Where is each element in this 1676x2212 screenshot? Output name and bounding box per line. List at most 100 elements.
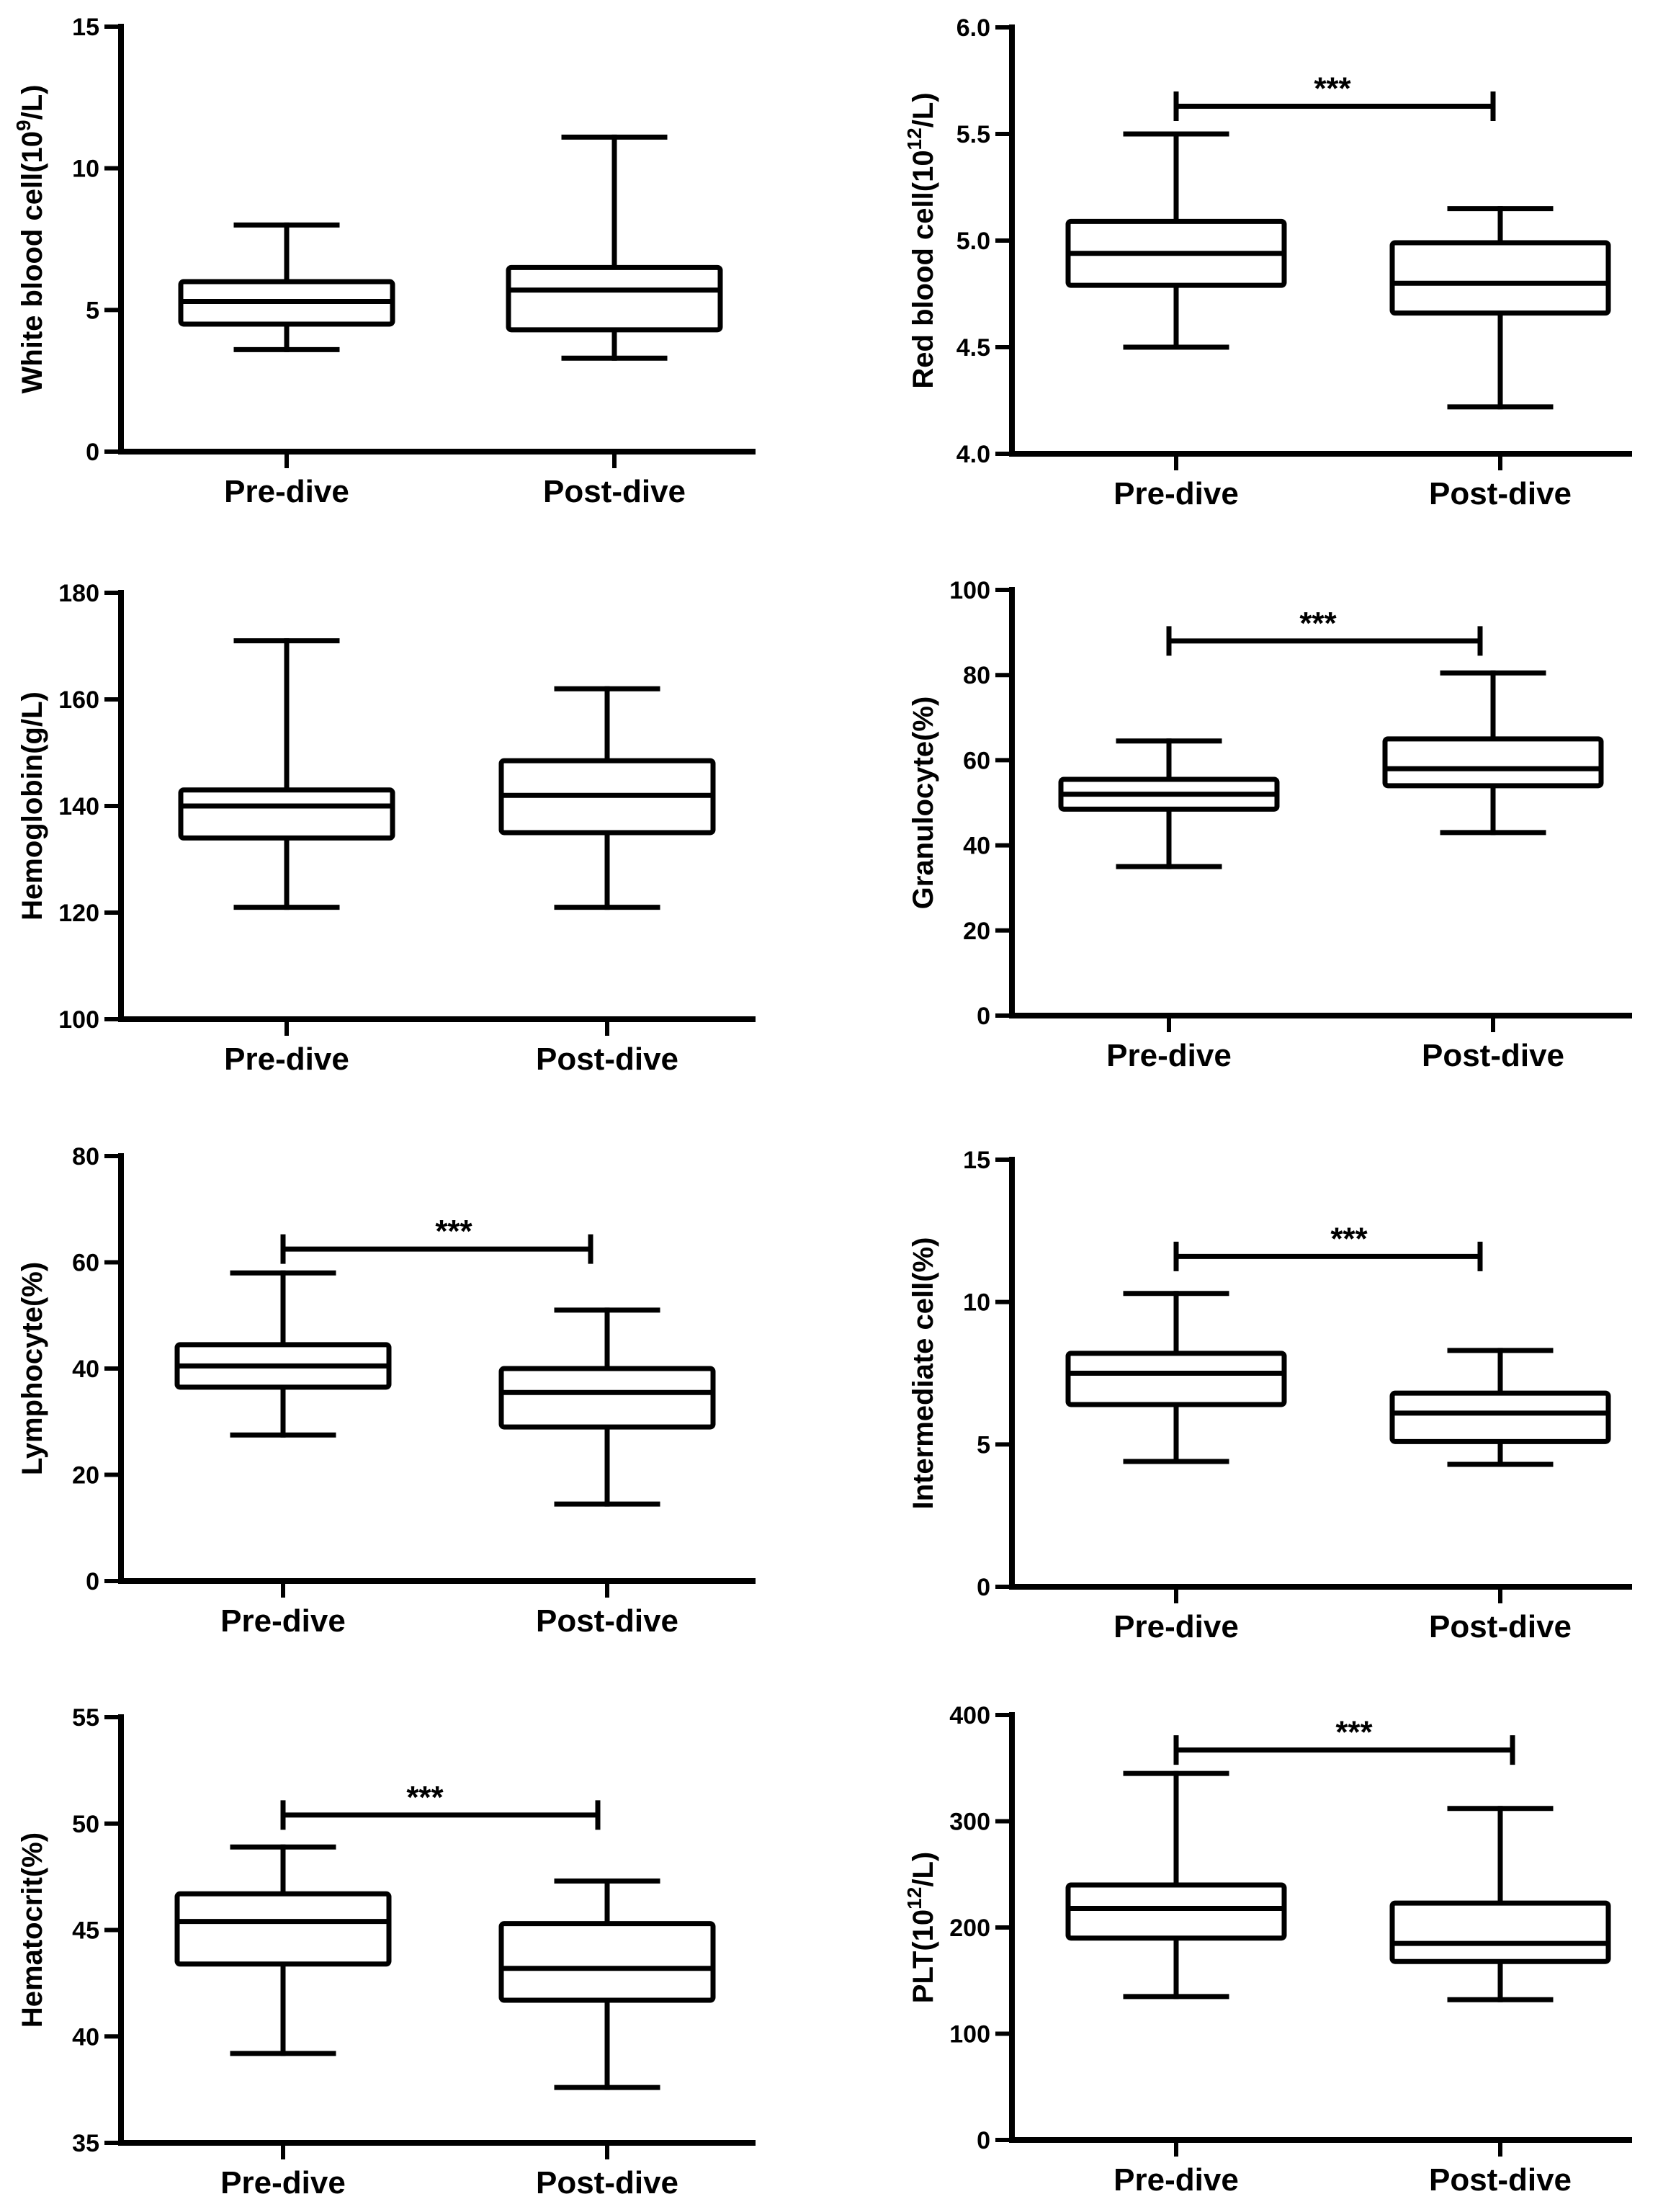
category-label: Post-dive [1429,476,1572,511]
significance-bracket: *** [280,1214,593,1264]
category-label: Post-dive [543,474,686,509]
y-axis-label-main: Intermediate cell(%) [908,1237,939,1510]
y-tick-label: 60 [963,747,990,774]
y-axis-label: Red blood cell(1012/L) [903,92,939,388]
y-tick-label: 80 [72,1143,99,1170]
chart-panel-2: 4.0 4.5 5.0 5.5 6.0 Pre-dive Post-dive Red bloo… [903,14,1632,511]
iqr-box [1065,1351,1287,1407]
significance-bracket: *** [280,1780,601,1830]
chart-panel-4: 0 20 40 60 80 100 Pre-dive Post-dive Granulocyte… [908,577,1632,1073]
significance-bracket: *** [1173,1221,1483,1271]
category-label: Post-dive [536,1603,678,1639]
category-label: Post-dive [1429,1609,1572,1644]
y-tick-label: 0 [86,1568,99,1595]
iqr-box [1389,240,1611,316]
category-label: Post-dive [1429,2162,1572,2198]
significance-bracket: *** [1173,71,1496,122]
y-tick-label: 200 [949,1915,990,1942]
box-plot-post-dive [498,1879,716,2090]
box-plot-post-dive [1382,670,1604,836]
box-plot-pre-dive [1065,131,1287,350]
iqr-box [174,1891,392,1967]
y-tick-label: 5.5 [956,121,990,148]
significance-bracket: *** [1166,606,1483,656]
y-axis-label: PLT(1012/L) [903,1852,939,2003]
y-tick-label: 10 [72,156,99,183]
y-axis-label-main: White blood cell(10 [17,131,48,393]
category-label: Post-dive [536,2165,678,2200]
y-axis-label: Hematocrit(%) [17,1832,48,2028]
significance-label: *** [1299,606,1337,641]
y-tick-label: 55 [72,1704,99,1732]
y-tick-label: 4.5 [956,334,990,362]
y-tick-label: 0 [977,1003,990,1030]
y-axis-label-superscript: 9 [12,120,35,131]
y-tick-label: 35 [72,2130,99,2157]
y-tick-label: 15 [963,1147,990,1174]
y-axis-label-unit: /L) [908,1852,939,1887]
category-label: Pre-dive [1113,1609,1239,1644]
category-label: Pre-dive [1113,2162,1239,2198]
iqr-box [1382,736,1604,789]
y-tick-label: 10 [963,1289,990,1317]
significance-label: *** [1314,71,1351,107]
box-plot-post-dive [1389,1806,1611,2002]
y-axis-label-superscript: 12 [903,1887,926,1909]
significance-label: *** [1335,1715,1373,1750]
y-tick-label: 0 [86,439,99,466]
y-tick-label: 300 [949,1809,990,1836]
category-label: Post-dive [536,1042,678,1077]
iqr-box [178,787,395,841]
y-axis-label: Intermediate cell(%) [908,1237,939,1510]
box-plot-pre-dive [1058,738,1280,869]
box-plot-pre-dive [1065,1291,1287,1464]
category-label: Pre-dive [220,1603,346,1639]
iqr-box [1389,1390,1611,1444]
category-label: Pre-dive [1106,1038,1232,1073]
iqr-box [498,1921,716,2003]
y-axis-label-main: Red blood cell(10 [908,150,939,388]
y-tick-label: 60 [72,1250,99,1277]
y-tick-label: 4.0 [956,441,990,468]
iqr-box [1065,1882,1287,1941]
y-tick-label: 5 [977,1431,990,1459]
y-tick-label: 140 [58,793,99,820]
y-axis-label-main: Granulocyte(%) [908,697,939,910]
y-tick-label: 20 [963,918,990,945]
y-tick-label: 120 [58,900,99,927]
iqr-box [1389,1900,1611,1964]
y-tick-label: 100 [949,2021,990,2048]
box-plot-pre-dive [174,1844,392,2056]
y-tick-label: 45 [72,1917,99,1945]
significance-label: *** [435,1214,472,1249]
y-axis-label: Granulocyte(%) [908,697,939,910]
category-label: Pre-dive [224,1042,349,1077]
box-plot-post-dive [1389,1348,1611,1467]
y-axis-label: Lymphocyte(%) [17,1262,48,1475]
y-tick-label: 100 [58,1006,99,1034]
box-plot-pre-dive [174,1270,392,1438]
box-plot-post-dive [506,134,723,361]
box-plot-post-dive [1389,206,1611,410]
y-tick-label: 40 [963,833,990,860]
y-tick-label: 80 [963,662,990,689]
significance-label: *** [406,1780,444,1815]
y-tick-label: 400 [949,1702,990,1729]
y-tick-label: 20 [72,1462,99,1490]
category-label: Pre-dive [224,474,349,509]
box-plot-post-dive [498,686,716,910]
y-axis-label-unit: /L) [17,85,48,120]
category-label: Post-dive [1422,1038,1564,1073]
category-label: Pre-dive [1113,476,1239,511]
y-axis-label-superscript: 12 [903,127,926,150]
y-axis-label: White blood cell(109/L) [12,85,48,394]
chart-panel-5: 0 20 40 60 80 Pre-dive Post-dive Lymphocyte(%) *… [17,1143,756,1639]
y-tick-label: 50 [72,1811,99,1838]
box-plot-pre-dive [178,222,395,352]
chart-panel-3: 100 120 140 160 180 Pre-dive Post-dive Hemoglob… [17,580,756,1077]
significance-label: *** [1330,1221,1368,1256]
y-axis-label-main: Hemoglobin(g/L) [17,691,48,921]
iqr-box [506,264,723,333]
significance-bracket: *** [1173,1715,1515,1765]
